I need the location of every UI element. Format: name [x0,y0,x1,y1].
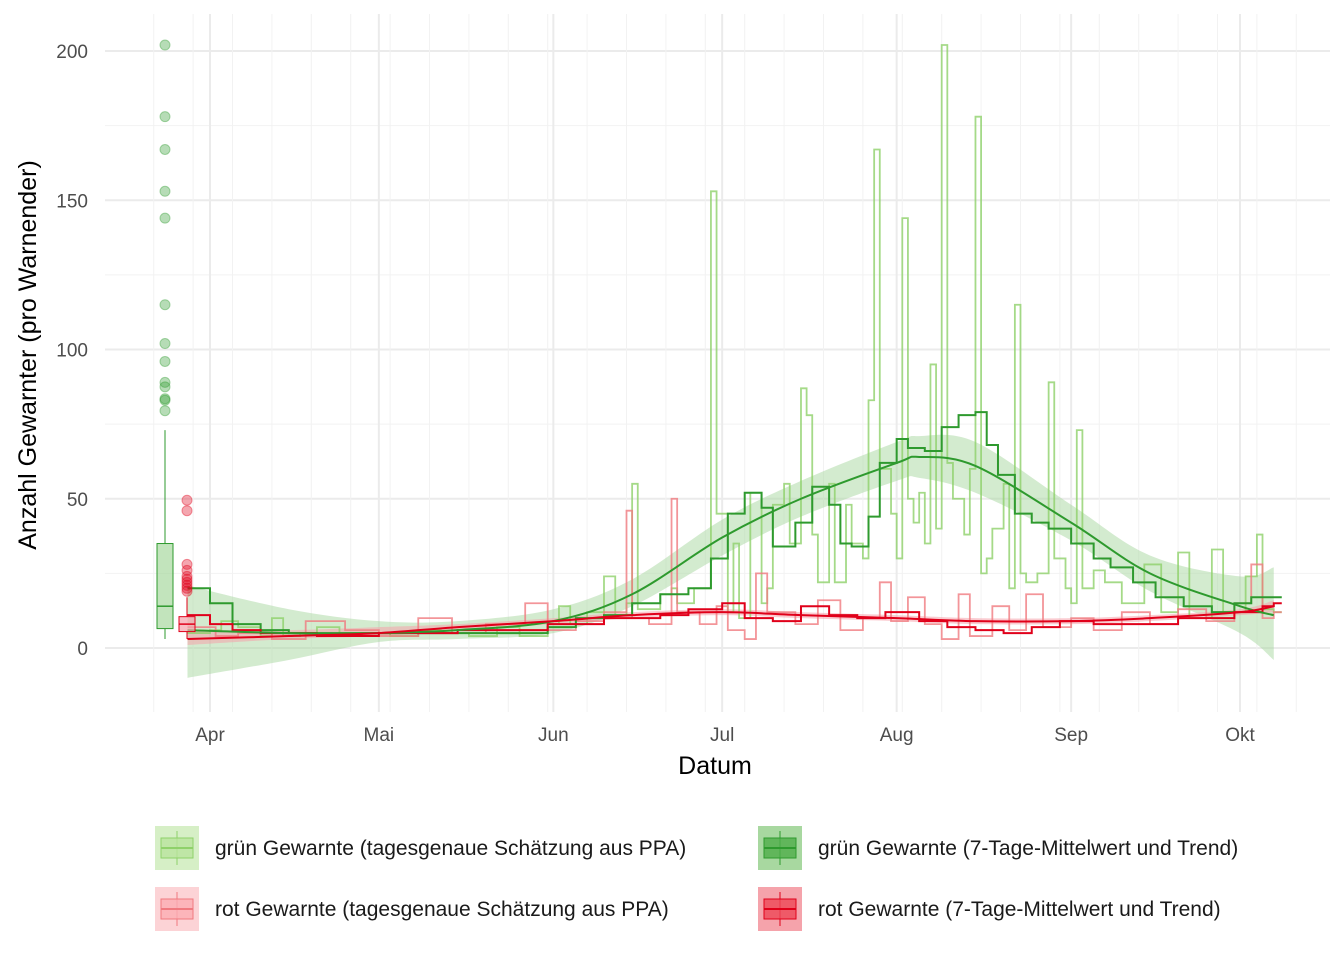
series-lines [187,44,1282,641]
boxplot-outlier-point [159,212,171,224]
x-tick-label: Jul [710,725,734,746]
x-tick-labels: Apr Mai Jun Jul Aug Sep Okt [195,725,1255,746]
y-axis-title: Anzahl Gewarnter (pro Warnender) [14,160,42,550]
legend-label: grün Gewarnte (tagesgenaue Schätzung aus… [215,837,686,860]
boxplot-box [156,543,174,630]
boxplot-outlier-point [181,564,193,576]
boxplot-outlier-point [159,338,171,350]
boxplot-outlier-point [159,185,171,197]
legend-label: rot Gewarnte (tagesgenaue Schätzung aus … [215,898,669,921]
boxplot-outlier-point [159,111,171,123]
boxplot-outlier-point [159,299,171,311]
boxplot-outlier-point [181,558,193,570]
legend: grün Gewarnte (tagesgenaue Schätzung aus… [155,826,1238,931]
green-trend-band [187,434,1274,678]
y-tick-label: 200 [56,42,88,63]
legend-label: grün Gewarnte (7-Tage-Mittelwert und Tre… [818,837,1238,860]
legend-label: rot Gewarnte (7-Tage-Mittelwert und Tren… [818,898,1221,921]
boxplot-outlier-point [181,573,193,585]
boxplot-outlier-point [181,494,193,506]
x-tick-label: Apr [195,725,225,746]
boxplot-outlier-point [159,381,171,393]
confidence-bands [187,434,1274,678]
green-daily-step-line [187,44,1282,637]
y-tick-label: 150 [56,191,88,212]
boxplot-outlier-point [159,355,171,367]
x-tick-label: Sep [1054,725,1088,746]
boxplot-outlier-point [181,570,193,582]
x-tick-label: Okt [1225,725,1255,746]
x-axis-title: Datum [678,752,752,780]
boxplot-outlier-point [159,405,171,417]
boxplot-outlier-point [159,393,171,405]
boxplot-outlier-point [159,376,171,388]
y-tick-label: 50 [67,490,88,511]
y-tick-label: 0 [77,639,88,660]
boxplot-outlier-point [181,585,193,597]
boxplots [156,39,196,640]
boxplot-outlier-point [181,582,193,594]
x-tick-label: Mai [364,725,395,746]
red-trend-band [187,600,1274,646]
y-tick-labels: 0 50 100 150 200 [56,42,88,660]
red-avg-trend-line [187,605,1274,641]
boxplot-outlier-point [159,144,171,156]
boxplot-outlier-point [181,579,193,591]
grid [105,14,1330,712]
boxplot-outlier-point [159,39,171,51]
boxplot-outlier-point [159,394,171,406]
y-tick-label: 100 [56,341,88,362]
boxplot-outlier-point [181,576,193,588]
x-tick-label: Aug [880,725,914,746]
boxplot-outlier-point [181,505,193,517]
x-tick-label: Jun [538,725,569,746]
